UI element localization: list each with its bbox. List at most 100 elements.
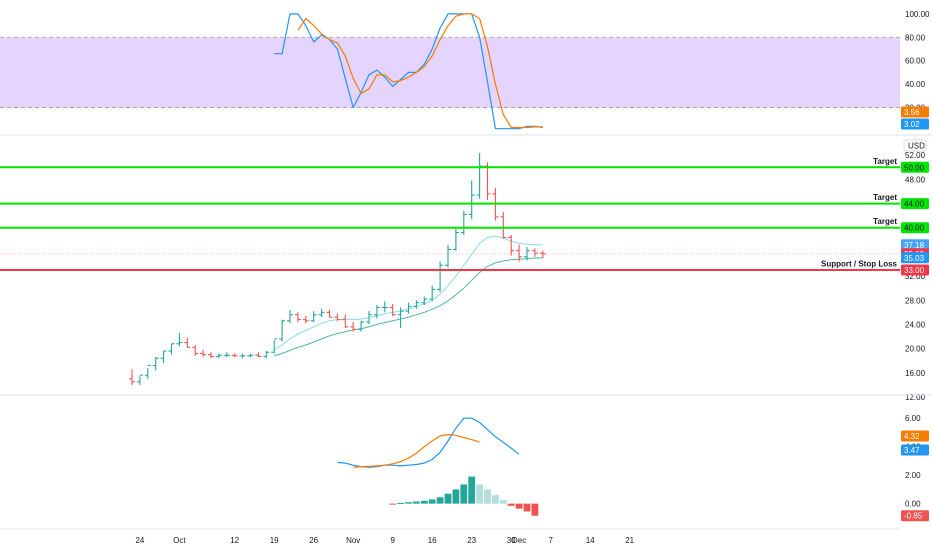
ohlc-bar xyxy=(524,247,530,261)
x-tick-label: Nov xyxy=(346,536,360,545)
histogram-bar xyxy=(523,503,531,512)
ohlc-bar xyxy=(460,210,467,235)
ohlc-bar xyxy=(421,296,428,306)
moving-average-slow xyxy=(274,257,543,357)
last-value-label: 40.00 xyxy=(904,224,925,233)
stoch-k-line xyxy=(274,13,543,130)
level-label: Support / Stop Loss xyxy=(821,260,898,269)
x-tick-label: 12 xyxy=(230,536,239,545)
ohlc-bar xyxy=(192,344,199,356)
ohlc-bar xyxy=(263,351,270,359)
ohlc-bar xyxy=(381,301,388,313)
histogram-bar xyxy=(460,484,468,504)
ohlc-bar xyxy=(531,248,538,257)
level-label: Target xyxy=(873,217,897,226)
ohlc-bar xyxy=(405,302,412,314)
last-value-label: 3.47 xyxy=(904,446,920,455)
last-value-label: -0.85 xyxy=(904,512,923,521)
y-tick-label: 32.00 xyxy=(905,272,926,281)
x-tick-label: 9 xyxy=(390,536,395,545)
y-tick-label: 40.00 xyxy=(905,80,926,89)
level-label: Target xyxy=(873,157,897,166)
macd-panel: 6.004.002.000.004.323.47-0.85 xyxy=(337,414,929,522)
signal-line xyxy=(353,434,480,468)
level-price-badge xyxy=(901,161,929,173)
ohlc-bar xyxy=(231,353,238,358)
ohlc-bar xyxy=(484,162,491,200)
ohlc-bar xyxy=(136,374,143,385)
histogram-bar xyxy=(389,503,397,505)
last-value-label: 35.03 xyxy=(904,254,925,263)
ohlc-bar xyxy=(389,303,396,316)
x-tick-label: 14 xyxy=(586,536,595,545)
ohlc-bar xyxy=(215,353,222,359)
overbought-oversold-band xyxy=(0,37,900,108)
macd-line xyxy=(337,417,520,468)
histogram-bar xyxy=(499,500,507,504)
ohlc-bar xyxy=(468,180,475,220)
histogram-bar xyxy=(405,502,412,504)
ohlc-bar xyxy=(397,307,404,329)
ohlc-bar xyxy=(294,312,301,323)
histogram-bar xyxy=(428,499,436,504)
stoch-k-badge xyxy=(901,118,929,130)
ohlc-bar xyxy=(208,352,214,359)
ohlc-bar xyxy=(279,319,286,342)
ohlc-bar xyxy=(168,343,175,355)
ohlc-bar xyxy=(302,315,309,324)
x-tick-label: 30 xyxy=(507,536,516,545)
ohlc-bar xyxy=(223,352,230,358)
ohlc-bar xyxy=(516,244,523,262)
x-tick-label: 16 xyxy=(428,536,437,545)
y-tick-label: 60.00 xyxy=(905,57,926,66)
ohlc-bar xyxy=(326,309,333,318)
histogram-bar xyxy=(413,501,420,504)
histogram-bar xyxy=(397,502,404,504)
histogram-bar xyxy=(515,503,523,509)
ohlc-bar xyxy=(152,357,159,371)
x-tick-label: Oct xyxy=(173,536,186,545)
level-label: Target xyxy=(873,193,897,202)
histogram-bar xyxy=(444,493,452,504)
y-tick-label: 6.00 xyxy=(905,414,921,423)
histogram-bar xyxy=(420,500,428,504)
ohlc-bar xyxy=(144,364,151,379)
ohlc-bar xyxy=(129,369,135,385)
price-panel: USD52.0048.0044.0040.0036.0032.0028.0024… xyxy=(0,139,929,402)
y-tick-label: 28.00 xyxy=(905,296,926,305)
ohlc-bar xyxy=(247,353,254,358)
ohlc-bar xyxy=(160,350,167,364)
ohlc-bar xyxy=(176,332,183,347)
x-tick-label: 21 xyxy=(625,536,634,545)
x-tick-label: 7 xyxy=(548,536,553,545)
y-tick-label: 0.00 xyxy=(905,500,921,509)
ohlc-bar xyxy=(476,152,483,199)
moving-average-fast xyxy=(273,235,543,351)
last-value-label: 33.00 xyxy=(904,266,925,275)
y-tick-label: 12.00 xyxy=(905,393,926,402)
ohlc-bar xyxy=(373,305,380,319)
histogram-bar xyxy=(492,495,499,504)
last-value-badge xyxy=(901,239,929,251)
y-tick-label: 16.00 xyxy=(905,369,926,378)
ohlc-bar xyxy=(437,261,444,292)
ohlc-bar xyxy=(500,212,507,239)
histogram-bar xyxy=(507,503,515,506)
ohlc-bar xyxy=(452,228,459,251)
ohlc-bar xyxy=(429,285,436,302)
ohlc-bar xyxy=(318,308,325,318)
y-tick-label: 80.00 xyxy=(905,33,926,42)
currency-box xyxy=(903,139,927,152)
ohlc-bar xyxy=(342,314,349,329)
stoch-d-line xyxy=(297,13,543,129)
ohlc-bar xyxy=(366,311,372,325)
histogram-bar xyxy=(468,476,476,504)
level-price-badge xyxy=(901,198,929,210)
ohlc-bar xyxy=(350,322,357,332)
histogram-bar xyxy=(484,489,491,504)
ohlc-bar xyxy=(358,320,365,332)
x-tick-label: 19 xyxy=(270,536,279,545)
ohlc-bar xyxy=(539,250,546,258)
